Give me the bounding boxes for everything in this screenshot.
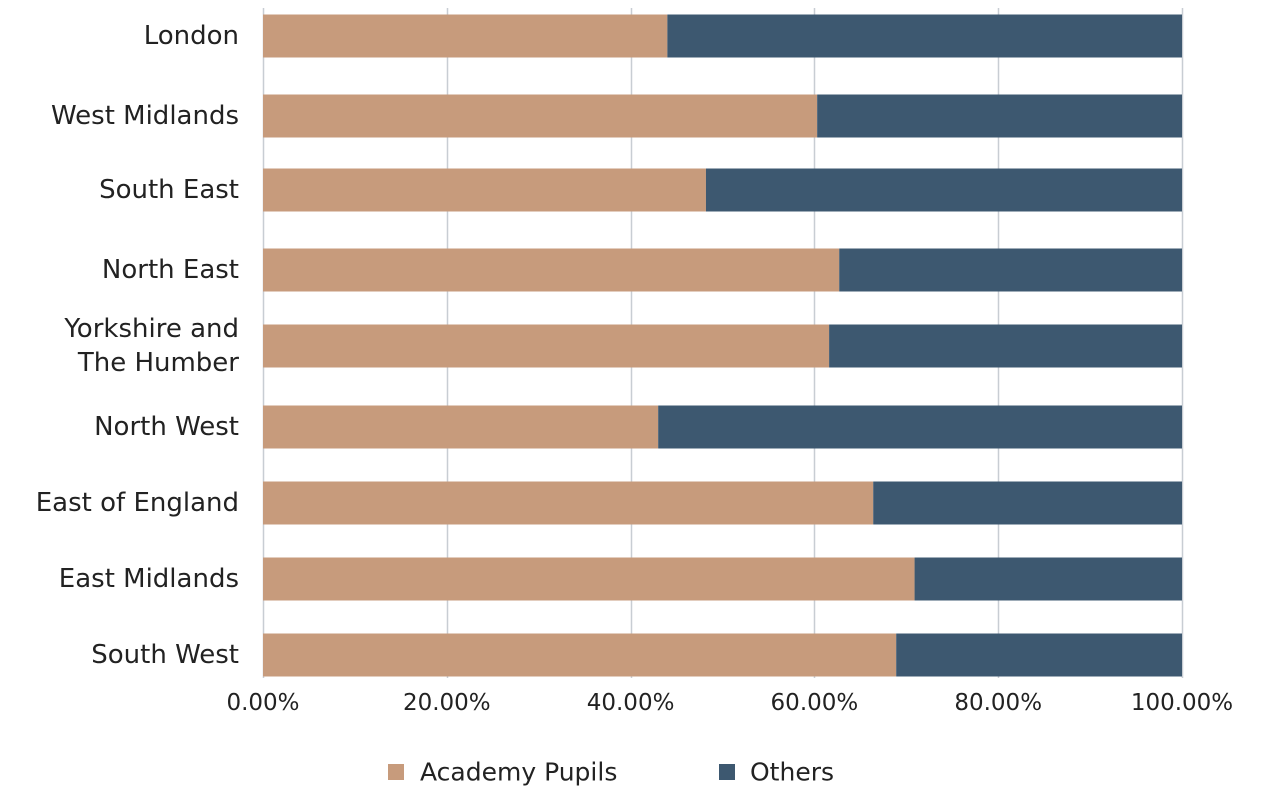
- bars: [263, 14, 1182, 677]
- legend-label-others: Others: [750, 758, 834, 787]
- legend-swatch-others: [719, 764, 735, 780]
- bar-others-8: [896, 633, 1182, 677]
- bar-others-3: [839, 248, 1182, 292]
- bar-academy-pupils-3: [263, 248, 840, 292]
- x-tick-label-4: 80.00%: [954, 690, 1042, 716]
- bar-academy-pupils-4: [263, 324, 830, 368]
- bar-others-4: [829, 324, 1182, 368]
- x-tick-label-1: 20.00%: [403, 690, 491, 716]
- bar-academy-pupils-0: [263, 14, 668, 58]
- category-labels: London West Midlands South East North East Y…: [36, 21, 240, 670]
- bar-others-2: [705, 168, 1182, 212]
- bar-academy-pupils-5: [263, 405, 659, 449]
- bar-others-7: [914, 557, 1182, 601]
- category-label-8: South West: [91, 640, 239, 670]
- category-label-7: East Midlands: [59, 564, 239, 594]
- category-label-4-line-1: The Humber: [77, 348, 239, 378]
- bar-academy-pupils-7: [263, 557, 915, 601]
- legend-label-academy-pupils: Academy Pupils: [420, 758, 617, 787]
- category-label-5: North West: [94, 412, 239, 442]
- category-label-4-line-0: Yorkshire and: [63, 314, 239, 344]
- bar-academy-pupils-6: [263, 481, 874, 525]
- category-label-2: South East: [99, 175, 239, 205]
- bar-academy-pupils-8: [263, 633, 897, 677]
- x-tick-label-2: 40.00%: [587, 690, 675, 716]
- bar-academy-pupils-2: [263, 168, 706, 212]
- legend-swatch-academy-pupils: [388, 764, 404, 780]
- bar-others-5: [658, 405, 1182, 449]
- bar-academy-pupils-1: [263, 94, 818, 138]
- x-tick-label-5: 100.00%: [1131, 690, 1233, 716]
- category-label-0: London: [144, 21, 239, 51]
- category-label-1: West Midlands: [51, 101, 239, 131]
- x-tick-label-3: 60.00%: [771, 690, 859, 716]
- x-tick-label-0: 0.00%: [226, 690, 299, 716]
- category-label-6: East of England: [36, 488, 239, 518]
- legend: Academy Pupils Others: [388, 758, 834, 787]
- bar-others-6: [873, 481, 1182, 525]
- bar-others-0: [667, 14, 1182, 58]
- bar-others-1: [817, 94, 1182, 138]
- category-label-3: North East: [102, 255, 239, 285]
- x-axis-ticks: 0.00% 20.00% 40.00% 60.00% 80.00% 100.00%: [226, 690, 1233, 716]
